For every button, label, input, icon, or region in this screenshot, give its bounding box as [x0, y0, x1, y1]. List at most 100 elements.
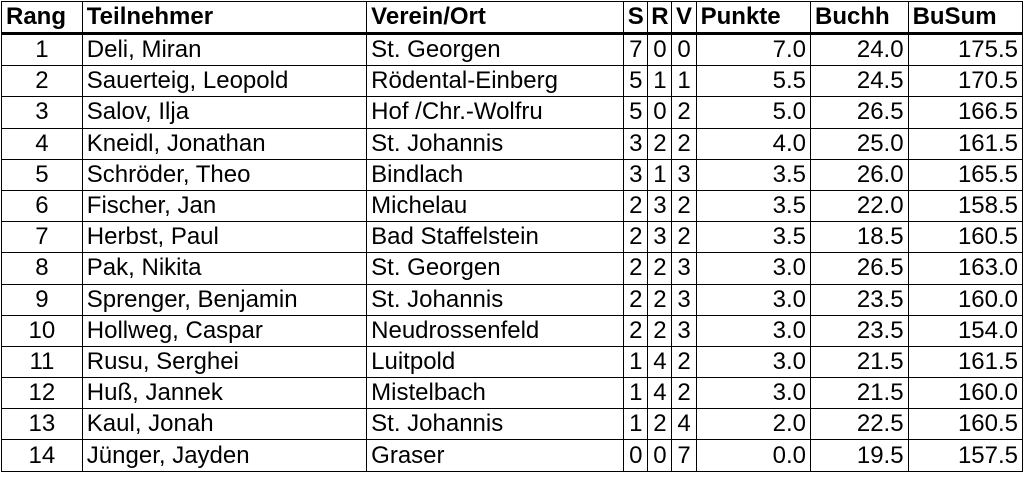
cell-rang: 2: [1, 65, 83, 98]
cell-v: 3: [671, 158, 697, 191]
cell-rang: 12: [1, 377, 83, 410]
cell-rang: 11: [1, 345, 83, 379]
cell-r: 0: [647, 439, 673, 472]
cell-buchh: 19.5: [809, 439, 909, 472]
cell-r: 2: [647, 283, 673, 316]
cell-v: 2: [671, 127, 697, 160]
cell-punkte: 3.0: [695, 283, 811, 316]
cell-rang: 14: [1, 439, 83, 472]
cell-buchh: 22.0: [809, 189, 909, 223]
cell-teilnehmer: Sprenger, Benjamin: [81, 283, 368, 316]
cell-busum: 161.5: [907, 345, 1024, 379]
cell-busum: 170.5: [907, 65, 1024, 98]
header-v: V: [671, 1, 697, 35]
cell-busum: 160.0: [907, 377, 1024, 410]
cell-teilnehmer: Sauerteig, Leopold: [81, 65, 368, 98]
cell-busum: 165.5: [907, 158, 1024, 191]
cell-s: 2: [623, 189, 649, 223]
cell-punkte: 3.0: [695, 345, 811, 379]
cell-buchh: 18.5: [809, 221, 909, 254]
cell-teilnehmer: Fischer, Jan: [81, 189, 368, 223]
cell-teilnehmer: Rusu, Serghei: [81, 345, 368, 379]
cell-busum: 163.0: [907, 252, 1024, 285]
cell-verein: St. Johannis: [366, 408, 625, 441]
cell-verein: St. Johannis: [366, 127, 625, 160]
cell-buchh: 23.5: [809, 283, 909, 316]
header-s: S: [623, 1, 649, 35]
cell-punkte: 3.5: [695, 221, 811, 254]
cell-buchh: 21.5: [809, 377, 909, 410]
table-row: 3 Salov, Ilja Hof /Chr.-Wolfru 5 0 2 5.0 26.5 16…: [1, 96, 1024, 129]
cell-v: 0: [671, 32, 697, 67]
cell-buchh: 24.0: [809, 32, 909, 67]
cell-r: 1: [647, 158, 673, 191]
cell-s: 7: [623, 32, 649, 67]
cell-verein: Bad Staffelstein: [366, 221, 625, 254]
header-buchh: Buchh: [809, 1, 909, 35]
cell-teilnehmer: Kneidl, Jonathan: [81, 127, 368, 160]
cell-v: 3: [671, 252, 697, 285]
cell-buchh: 26.5: [809, 96, 909, 129]
header-verein: Verein/Ort: [366, 1, 625, 35]
cell-rang: 5: [1, 158, 83, 191]
table-row: 1 Deli, Miran St. Georgen 7 0 0 7.0 24.0 175.5: [1, 32, 1024, 67]
cell-punkte: 2.0: [695, 408, 811, 441]
table-row: 8 Pak, Nikita St. Georgen 2 2 3 3.0 26.5 163.0: [1, 252, 1024, 285]
table-row: 14 Jünger, Jayden Graser 0 0 7 0.0 19.5 157.5: [1, 439, 1024, 472]
cell-s: 3: [623, 127, 649, 160]
cell-verein: St. Johannis: [366, 283, 625, 316]
cell-verein: Mistelbach: [366, 377, 625, 410]
header-busum: BuSum: [907, 1, 1024, 35]
table-row: 13 Kaul, Jonah St. Johannis 1 2 4 2.0 22.5 160.5: [1, 408, 1024, 441]
cell-busum: 154.0: [907, 314, 1024, 347]
cell-punkte: 5.5: [695, 65, 811, 98]
cell-v: 2: [671, 345, 697, 379]
cell-buchh: 23.5: [809, 314, 909, 347]
cell-rang: 4: [1, 127, 83, 160]
table-row: 2 Sauerteig, Leopold Rödental-Einberg 5 1 1 5.…: [1, 65, 1024, 98]
cell-verein: Graser: [366, 439, 625, 472]
header-punkte: Punkte: [695, 1, 811, 35]
cell-s: 5: [623, 65, 649, 98]
cell-punkte: 3.0: [695, 377, 811, 410]
cell-verein: Michelau: [366, 189, 625, 223]
cell-r: 0: [647, 96, 673, 129]
cell-busum: 160.5: [907, 408, 1024, 441]
cell-teilnehmer: Hollweg, Caspar: [81, 314, 368, 347]
cell-r: 3: [647, 221, 673, 254]
cell-r: 4: [647, 377, 673, 410]
cell-busum: 158.5: [907, 189, 1024, 223]
cell-buchh: 26.5: [809, 252, 909, 285]
cell-rang: 3: [1, 96, 83, 129]
cell-v: 2: [671, 189, 697, 223]
cell-rang: 7: [1, 221, 83, 254]
cell-busum: 175.5: [907, 32, 1024, 67]
cell-punkte: 4.0: [695, 127, 811, 160]
table-body: 1 Deli, Miran St. Georgen 7 0 0 7.0 24.0 175.5 2 S…: [1, 32, 1024, 472]
cell-verein: Neudrossenfeld: [366, 314, 625, 347]
cell-r: 2: [647, 314, 673, 347]
header-rang: Rang: [1, 1, 83, 35]
cell-r: 2: [647, 252, 673, 285]
cell-r: 2: [647, 127, 673, 160]
cell-punkte: 0.0: [695, 439, 811, 472]
cell-busum: 160.5: [907, 221, 1024, 254]
cell-s: 2: [623, 314, 649, 347]
cell-s: 3: [623, 158, 649, 191]
cell-verein: St. Georgen: [366, 32, 625, 67]
cell-teilnehmer: Schröder, Theo: [81, 158, 368, 191]
cell-punkte: 7.0: [695, 32, 811, 67]
cell-verein: St. Georgen: [366, 252, 625, 285]
table-row: 11 Rusu, Serghei Luitpold 1 4 2 3.0 21.5 161.5: [1, 345, 1024, 379]
cell-teilnehmer: Herbst, Paul: [81, 221, 368, 254]
cell-s: 2: [623, 221, 649, 254]
cell-punkte: 5.0: [695, 96, 811, 129]
header-row: Rang Teilnehmer Verein/Ort S R V Punkte …: [1, 1, 1024, 35]
cell-verein: Hof /Chr.-Wolfru: [366, 96, 625, 129]
cell-r: 3: [647, 189, 673, 223]
cell-teilnehmer: Pak, Nikita: [81, 252, 368, 285]
cell-busum: 160.0: [907, 283, 1024, 316]
cell-v: 2: [671, 221, 697, 254]
cell-s: 2: [623, 283, 649, 316]
cell-punkte: 3.0: [695, 252, 811, 285]
